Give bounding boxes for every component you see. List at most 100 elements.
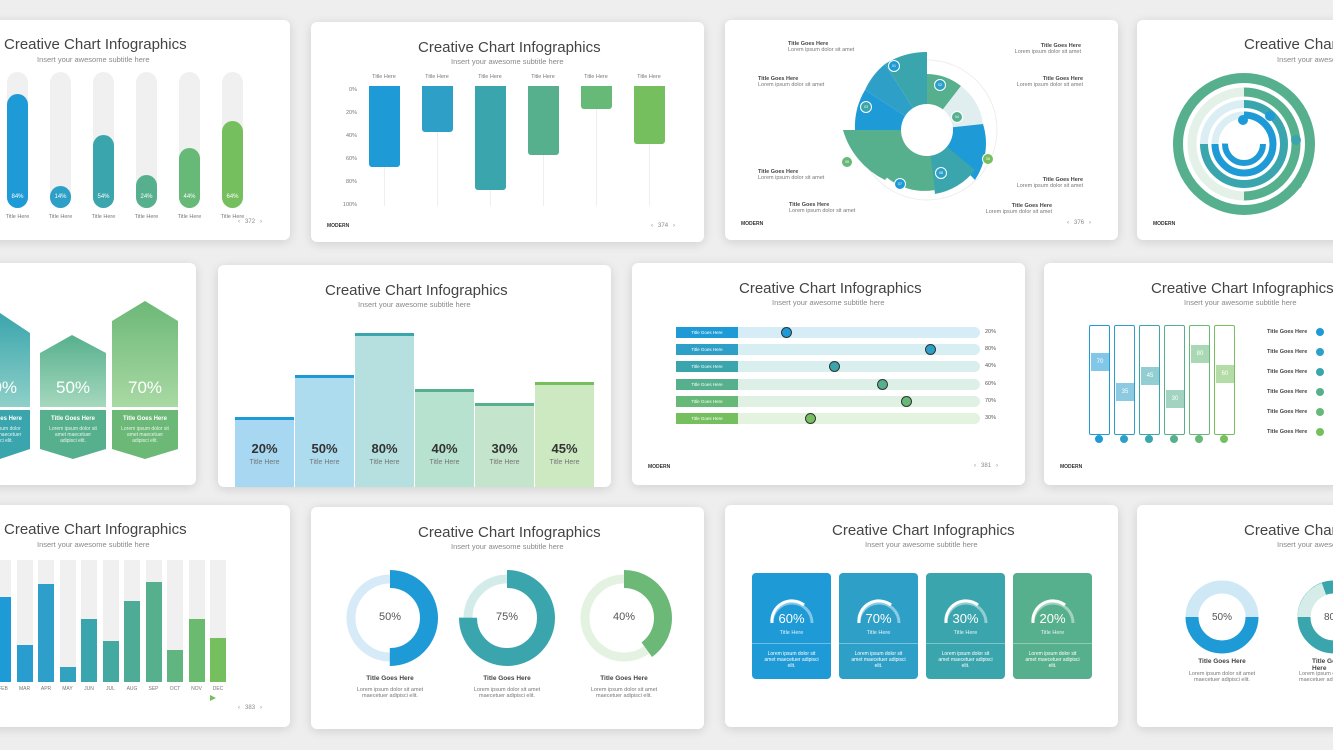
month-label: NOV [191,686,202,692]
pentagon-caption-title: Title Goes Here [0,416,22,422]
pentagon-value: 50% [0,378,18,397]
bar-value: 14% [54,194,67,200]
bar-label: Title Here [220,214,245,220]
column-frame [1114,325,1135,435]
slider-knob[interactable] [901,395,912,407]
gauge-label: Title Here [1040,630,1065,636]
legend-label: Title Goes Here [1267,409,1308,415]
slide-step-bars[interactable]: Creative Chart Infographics Insert your … [218,265,611,487]
slide-donut-trio[interactable]: Creative Chart Infographics Insert your … [311,507,704,729]
slide-title: Creative Chart Infographics [418,39,601,56]
bar-label: Title Here [134,214,159,220]
axis-tick-label: 100% [342,202,357,208]
month-bar [167,650,183,682]
column-dot [1145,435,1153,443]
radial-label: Title Goes Here Lorem ipsum dolor sit ame… [758,76,830,88]
gauge-card[interactable]: 60% Title Here Lorem ipsum dolor sit amet … [752,573,831,679]
prev-arrow-icon[interactable]: ‹ [1067,220,1069,226]
hanging-bar [581,86,612,109]
slide-title: Creative Chart Infographics [4,521,187,538]
next-arrow-icon[interactable]: › [996,463,999,469]
donut-title-1: Title Goes Here [1198,658,1246,665]
slider-knob[interactable] [805,413,816,424]
slide-concentric-rings[interactable]: Creative Chart Infographics Insert your … [1137,20,1333,240]
slide-376-radial-infographic[interactable]: Title Goes Here Lorem ipsum dolor sit ame… [725,20,1118,240]
ring-chart [1173,73,1315,215]
slider-knob[interactable] [877,378,888,390]
gauge-card[interactable]: 20% Title Here Lorem ipsum dolor sit amet … [1013,573,1092,679]
month-label: APR [40,686,52,692]
donut-value-1: 50% [1211,612,1232,623]
slider-knob[interactable] [925,344,936,356]
pager[interactable]: ‹ 381 › [974,463,998,469]
footer-brand: MODERN [648,464,671,470]
slide-pentagon-bars[interactable]: 50% Title Goes Here Lorem ipsum dolor sit … [0,263,196,485]
step-label: Title Here [369,459,400,466]
month-label: JUL [106,686,115,692]
bar-label: Title Here [177,214,202,220]
legend-dot [1316,368,1324,376]
next-arrow-icon[interactable]: › [260,705,263,711]
label-title: Title Goes Here [789,202,830,208]
column-marker: 60 [1215,365,1235,383]
column-frame [1164,325,1185,435]
footer-brand: MODERN [1060,464,1083,470]
gauge-card[interactable]: 30% Title Here Lorem ipsum dolor sit amet … [926,573,1005,679]
bar-label: Title Here [531,74,555,80]
divider [1013,643,1092,644]
month-label: FEB [0,686,8,692]
slider-track [678,327,980,338]
slider-knob[interactable] [829,361,840,373]
bar-track [50,72,71,208]
pager[interactable]: ‹ 376 › [1067,220,1091,226]
slide-374-hanging-bars[interactable]: Creative Chart Infographics Insert your … [311,22,704,242]
bar-label: Title Here [584,74,608,80]
month-bar [81,618,97,682]
gauge-card[interactable]: 70% Title Here Lorem ipsum dolor sit amet … [839,573,918,679]
bar-fill [50,186,71,208]
slide-title: Creative Chart Infographics [418,524,601,541]
prev-arrow-icon[interactable]: ‹ [651,223,653,229]
page-number: 372 [245,219,256,225]
footer-brand: MODERN [741,221,764,227]
month-label: MAR [18,686,31,692]
slide-column-markers[interactable]: Creative Chart Infographics Insert your … [1044,263,1333,485]
gauge-label: Title Here [779,630,804,636]
slider-tag: Title Goes Here [676,361,738,373]
guide-line [437,86,438,206]
pager[interactable]: ‹ 374 › [651,223,675,229]
prev-arrow-icon[interactable]: ‹ [238,705,240,711]
month-bar [145,581,162,682]
pager[interactable]: ‹ 383 › [238,705,262,711]
bar-fill [93,134,114,208]
column-dot [1170,435,1178,443]
radial-marker: 06 [982,153,994,165]
footer-brand: MODERN [1153,221,1176,227]
next-arrow-icon[interactable]: › [1089,220,1092,226]
month-bar [38,584,54,682]
guide-line [649,86,650,206]
marker-number: 07 [898,182,902,186]
pager[interactable]: ‹ 372 › [238,219,262,225]
prev-arrow-icon[interactable]: ‹ [974,463,976,469]
slide-381-horizontal-sliders[interactable]: Creative Chart Infographics Insert your … [632,263,1025,485]
slide-half-donuts[interactable]: Creative Chart Infographics Insert your … [1137,505,1333,727]
label-text: Lorem ipsum dolor sit amet [985,209,1052,215]
gauge-value: 20% [1039,611,1066,626]
bar-fill [7,93,28,208]
next-arrow-icon[interactable]: › [260,219,263,225]
bar-label: Title Here [425,74,449,80]
bar-label: Title Here [48,214,73,220]
donut-title: Title Goes Here [483,675,531,682]
slider-knob[interactable] [781,327,792,338]
slide-title: Creative Chart Infographics [1244,522,1333,539]
next-arrow-icon[interactable]: › [673,223,676,229]
column-marker: 30 [1165,390,1185,408]
gauge-arc-icon [857,599,901,624]
month-bar [210,638,226,682]
slide-383-monthly-bars[interactable]: Creative Chart Infographics Insert your … [0,505,290,727]
prev-arrow-icon[interactable]: ‹ [238,219,240,225]
slide-gauge-cards[interactable]: Creative Chart Infographics Insert your … [725,505,1118,727]
slide-372-vertical-bars[interactable]: Creative Chart Infographics Insert your … [0,20,290,240]
marker-number: 03 [864,105,868,109]
